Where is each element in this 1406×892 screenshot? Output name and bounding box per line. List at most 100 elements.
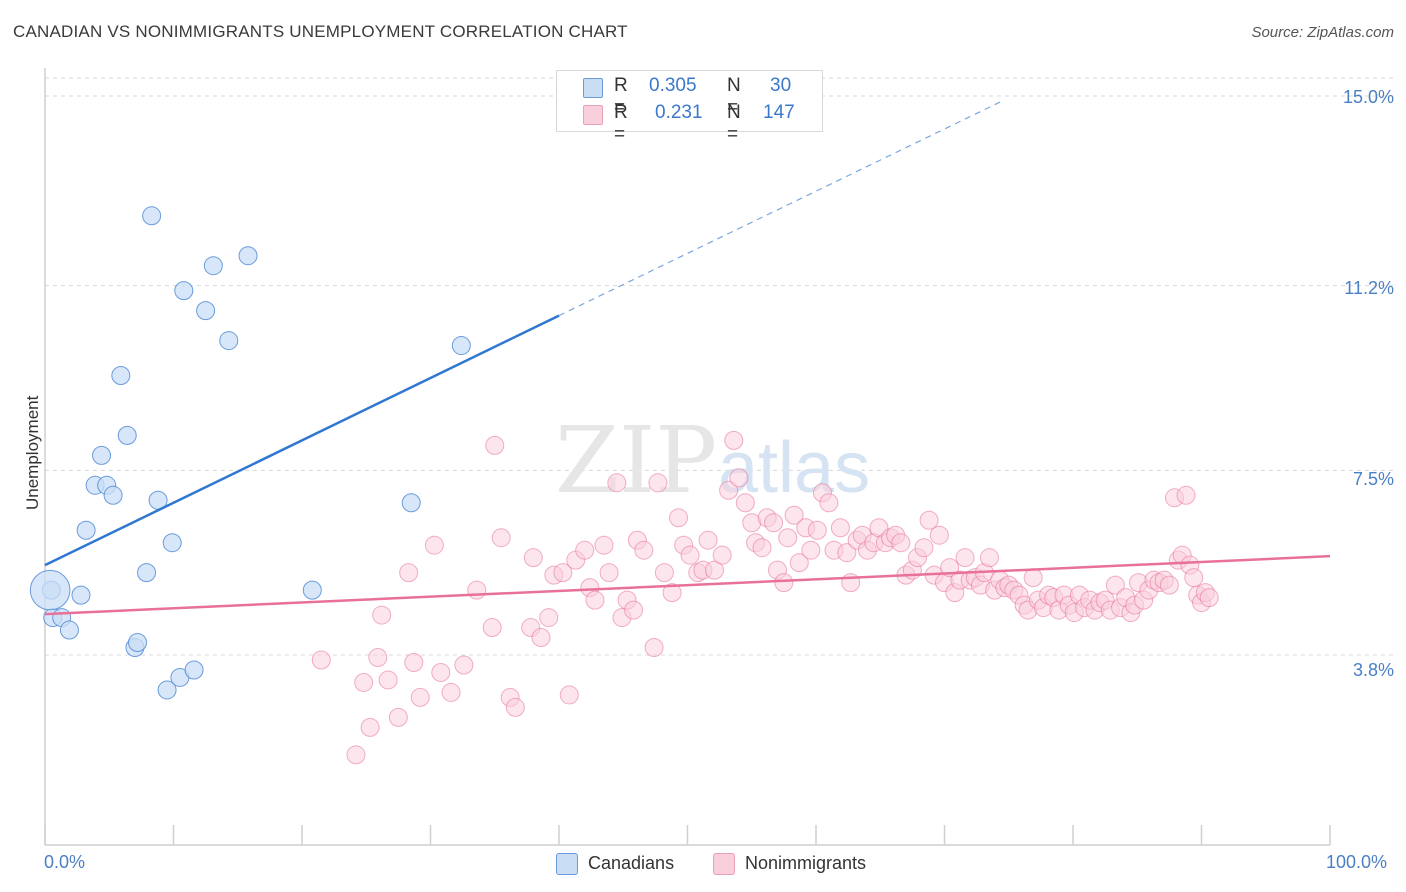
nonimmigrant-point	[698, 530, 718, 550]
chart-title: CANADIAN VS NONIMMIGRANTS UNEMPLOYMENT C…	[13, 22, 628, 41]
nonimmigrant-point	[378, 670, 398, 690]
canadian-point	[142, 206, 162, 226]
nonimmigrant-point	[830, 518, 850, 538]
canadian-point	[238, 246, 258, 266]
nonimmigrant-point	[607, 473, 627, 493]
canadian-point	[92, 445, 112, 465]
nonimmigrant-point	[539, 608, 559, 628]
legend-r-value: 0.305	[649, 75, 697, 96]
y-tick-label-15: 15.0%	[1342, 87, 1394, 107]
nonimmigrant-point	[778, 528, 798, 548]
nonimmigrant-point	[819, 493, 839, 513]
legend-nonimmigrants-label: Nonimmigrants	[745, 853, 867, 873]
canadian-point	[157, 680, 177, 700]
nonimmigrant-point	[372, 605, 392, 625]
legend-n-label: N =	[727, 102, 741, 145]
nonimmigrant-point	[801, 540, 821, 560]
nonimmigrant-point	[482, 618, 502, 638]
nonimmigrant-point	[669, 508, 689, 528]
canadian-point	[59, 620, 79, 640]
canadian-point	[196, 301, 216, 321]
nonimmigrant-point	[1023, 568, 1043, 588]
nonimmigrant-point	[807, 520, 827, 540]
nonimmigrant-point	[441, 682, 461, 702]
canadian-trendline	[44, 314, 560, 567]
nonimmigrant-point	[599, 563, 619, 583]
nonimmigrant-point	[712, 545, 732, 565]
nonimmigrant-point	[979, 548, 999, 568]
y-tick-label-3: 3.8%	[1352, 660, 1394, 680]
legend-n-value: 30	[770, 75, 792, 96]
nonimmigrant-point	[424, 535, 444, 555]
canadian-point	[128, 633, 148, 653]
pink-swatch-icon	[583, 105, 603, 125]
nonimmigrant-point	[410, 687, 430, 707]
nonimmigrant-point	[719, 480, 739, 500]
nonimmigrant-point	[929, 525, 949, 545]
legend-n-label: N =	[727, 75, 741, 118]
nonimmigrant-point	[919, 510, 939, 530]
nonimmigrant-point	[354, 672, 374, 692]
nonimmigrant-point	[505, 697, 525, 717]
nonimmigrant-point	[1159, 575, 1179, 595]
nonimmigrant-point	[1105, 575, 1125, 595]
nonimmigrant-point	[654, 563, 674, 583]
nonimmigrant-point	[634, 540, 654, 560]
nonimmigrant-point	[1184, 568, 1204, 588]
blue-swatch-icon	[556, 853, 578, 875]
nonimmigrant-point	[837, 543, 857, 563]
nonimmigrant-point	[311, 650, 331, 670]
nonimmigrant-point	[704, 560, 724, 580]
nonimmigrant-point	[724, 430, 744, 450]
canadian-trendline-extension	[558, 100, 1003, 317]
canadian-point	[203, 256, 223, 276]
nonimmigrant-point	[648, 473, 668, 493]
nonimmigrant-point	[399, 563, 419, 583]
legend-r-label: R =	[614, 75, 628, 118]
nonimmigrant-point	[553, 563, 573, 583]
nonimmigrant-point	[914, 538, 934, 558]
canadian-point	[29, 569, 71, 611]
canadian-point	[117, 425, 137, 445]
watermark-zip: ZIP	[555, 407, 717, 514]
nonimmigrant-point	[388, 707, 408, 727]
nonimmigrant-point	[575, 540, 595, 560]
nonimmigrant-point	[955, 548, 975, 568]
nonimmigrant-point	[624, 600, 644, 620]
nonimmigrant-point	[585, 590, 605, 610]
canadian-point	[137, 563, 157, 583]
nonimmigrant-trendline	[44, 554, 1331, 616]
canadian-point	[174, 281, 194, 301]
nonimmigrant-point	[360, 717, 380, 737]
nonimmigrant-point	[559, 685, 579, 705]
nonimmigrant-point	[404, 652, 424, 672]
nonimmigrant-point	[774, 573, 794, 593]
canadian-point	[76, 520, 96, 540]
nonimmigrant-point	[523, 548, 543, 568]
nonimmigrant-point	[729, 468, 749, 488]
nonimmigrant-point	[1199, 588, 1219, 608]
nonimmigrant-point	[531, 628, 551, 648]
canadian-point	[71, 585, 91, 605]
nonimmigrant-point	[491, 528, 511, 548]
stats-legend: R = 0.305 N = 30 R = 0.231 N = 147	[556, 70, 823, 145]
nonimmigrant-point	[346, 745, 366, 765]
nonimmigrant-point	[735, 493, 755, 513]
x-tick-label-100: 100.0%	[1326, 852, 1388, 872]
canadian-point	[401, 493, 421, 513]
canadian-point	[162, 533, 182, 553]
nonimmigrant-point	[891, 533, 911, 553]
canadian-point	[302, 580, 322, 600]
nonimmigrant-point	[644, 638, 664, 658]
canadian-point	[219, 331, 239, 351]
nonimmigrant-point	[752, 538, 772, 558]
legend-canadians-label: Canadians	[588, 853, 675, 873]
canadian-point	[103, 485, 123, 505]
nonimmigrant-point	[368, 647, 388, 667]
nonimmigrant-point	[1176, 485, 1196, 505]
canadian-point	[451, 336, 471, 356]
nonimmigrant-point	[789, 553, 809, 573]
nonimmigrant-point	[680, 545, 700, 565]
nonimmigrant-point	[467, 580, 487, 600]
